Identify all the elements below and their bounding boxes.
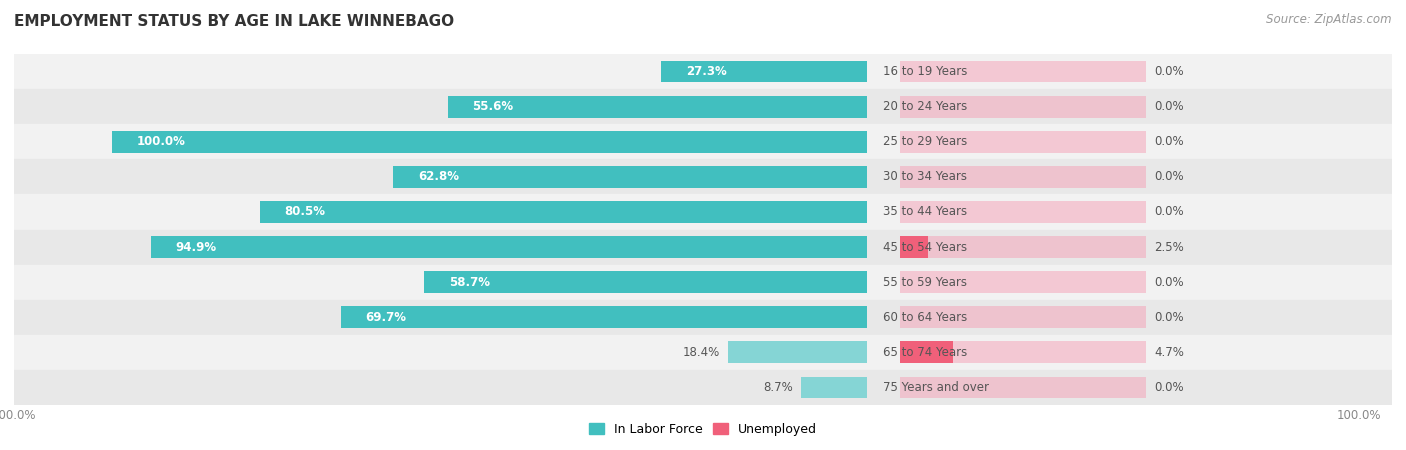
Text: 80.5%: 80.5% xyxy=(284,206,325,218)
Bar xyxy=(900,236,1146,258)
Bar xyxy=(900,96,1146,117)
Bar xyxy=(900,271,1146,293)
Text: 0.0%: 0.0% xyxy=(1154,135,1184,148)
Text: 55.6%: 55.6% xyxy=(472,100,513,113)
Text: 0.0%: 0.0% xyxy=(1154,381,1184,394)
Bar xyxy=(342,306,868,328)
Text: 0.0%: 0.0% xyxy=(1154,311,1184,324)
Bar xyxy=(900,306,1146,328)
Text: 16 to 19 Years: 16 to 19 Years xyxy=(883,65,967,78)
Text: 8.7%: 8.7% xyxy=(763,381,793,394)
Text: 27.3%: 27.3% xyxy=(686,65,727,78)
Text: 100.0%: 100.0% xyxy=(138,135,186,148)
Bar xyxy=(900,377,1146,398)
Text: 55 to 59 Years: 55 to 59 Years xyxy=(883,276,967,288)
Text: 20 to 24 Years: 20 to 24 Years xyxy=(883,100,967,113)
Bar xyxy=(900,166,1146,188)
Bar xyxy=(14,335,1392,370)
Text: Source: ZipAtlas.com: Source: ZipAtlas.com xyxy=(1267,14,1392,27)
Text: 58.7%: 58.7% xyxy=(449,276,489,288)
Text: EMPLOYMENT STATUS BY AGE IN LAKE WINNEBAGO: EMPLOYMENT STATUS BY AGE IN LAKE WINNEBA… xyxy=(14,14,454,28)
Text: 75 Years and over: 75 Years and over xyxy=(883,381,990,394)
Bar xyxy=(14,370,1392,405)
Bar xyxy=(14,194,1392,230)
Text: 94.9%: 94.9% xyxy=(176,241,217,253)
Bar xyxy=(14,159,1392,194)
Text: 65 to 74 Years: 65 to 74 Years xyxy=(883,346,967,359)
Bar xyxy=(14,89,1392,124)
Text: 30 to 34 Years: 30 to 34 Years xyxy=(883,171,967,183)
Bar xyxy=(425,271,868,293)
Bar xyxy=(900,61,1146,82)
Bar xyxy=(447,96,868,117)
Text: 0.0%: 0.0% xyxy=(1154,171,1184,183)
Bar xyxy=(801,377,868,398)
Text: 0.0%: 0.0% xyxy=(1154,276,1184,288)
Bar xyxy=(900,236,928,258)
Bar xyxy=(14,124,1392,159)
Bar xyxy=(900,201,1146,223)
Bar xyxy=(394,166,868,188)
Text: 62.8%: 62.8% xyxy=(418,171,458,183)
Bar xyxy=(14,54,1392,89)
Bar xyxy=(14,230,1392,265)
Bar xyxy=(150,236,868,258)
Bar xyxy=(260,201,868,223)
Bar xyxy=(728,342,868,363)
Bar xyxy=(900,342,953,363)
Bar xyxy=(14,300,1392,335)
Legend: In Labor Force, Unemployed: In Labor Force, Unemployed xyxy=(583,418,823,441)
Text: 45 to 54 Years: 45 to 54 Years xyxy=(883,241,967,253)
Text: 25 to 29 Years: 25 to 29 Years xyxy=(883,135,967,148)
Bar xyxy=(14,265,1392,300)
Bar xyxy=(900,342,1146,363)
Text: 35 to 44 Years: 35 to 44 Years xyxy=(883,206,967,218)
Text: 2.5%: 2.5% xyxy=(1154,241,1184,253)
Text: 0.0%: 0.0% xyxy=(1154,100,1184,113)
Text: 60 to 64 Years: 60 to 64 Years xyxy=(883,311,967,324)
Bar xyxy=(661,61,868,82)
Text: 69.7%: 69.7% xyxy=(366,311,406,324)
Text: 18.4%: 18.4% xyxy=(683,346,720,359)
Text: 4.7%: 4.7% xyxy=(1154,346,1184,359)
Bar xyxy=(900,131,1146,153)
Bar xyxy=(112,131,868,153)
Text: 0.0%: 0.0% xyxy=(1154,65,1184,78)
Text: 0.0%: 0.0% xyxy=(1154,206,1184,218)
